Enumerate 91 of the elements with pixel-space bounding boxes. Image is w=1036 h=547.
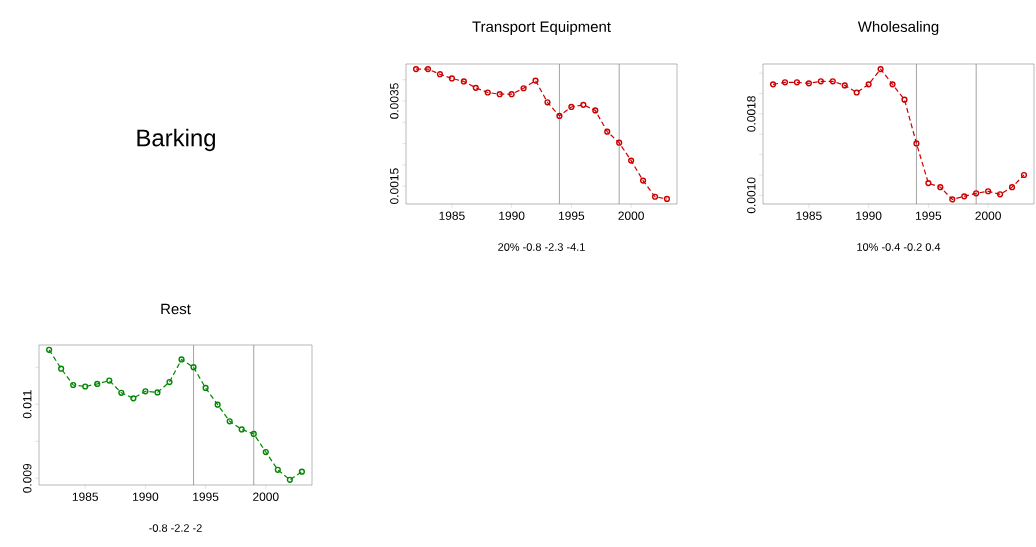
point: [424, 66, 432, 73]
point: [568, 103, 575, 111]
chart-title: Transport Equipment: [472, 21, 611, 35]
point: [448, 75, 455, 82]
point: [262, 448, 269, 456]
y-tick-label: 0.0010: [747, 177, 756, 214]
point: [877, 65, 884, 73]
point: [496, 91, 503, 98]
text: 20% -0.8 -2.3 -4.1: [498, 243, 585, 251]
point: [508, 91, 515, 98]
y-tick-label: 0.0035: [390, 83, 399, 119]
point: [250, 430, 257, 437]
point: [226, 418, 233, 425]
x-tick-label: 2000: [253, 492, 279, 501]
point: [130, 395, 137, 402]
chart-title: Wholesaling: [857, 21, 939, 35]
point: [190, 364, 197, 371]
x-tick-label: 1985: [72, 492, 99, 501]
point: [592, 107, 599, 114]
point: [544, 99, 551, 106]
point: [154, 389, 161, 396]
point: [925, 180, 932, 187]
y-tick-label: 0.011: [23, 390, 32, 419]
point: [556, 112, 563, 120]
point: [985, 188, 992, 195]
point: [118, 389, 125, 396]
x-tick-label: 2000: [975, 211, 1001, 220]
x-tick-label: 1995: [193, 492, 219, 501]
point: [286, 476, 293, 483]
x-tick-label: 1990: [499, 211, 525, 220]
point: [817, 78, 824, 85]
x-tick-label: 1985: [439, 211, 465, 220]
point: [639, 177, 647, 184]
point: [616, 139, 623, 146]
point: [82, 383, 89, 390]
point: [436, 71, 444, 78]
point: [604, 128, 611, 135]
x-tick-label: 1985: [796, 211, 822, 220]
point: [628, 157, 635, 164]
point: [651, 193, 659, 200]
point: [532, 77, 539, 84]
point: [142, 388, 149, 395]
point: [996, 191, 1004, 198]
y-tick-label: 0.009: [23, 463, 32, 493]
point: [70, 381, 77, 389]
point: [663, 195, 671, 202]
point: [46, 346, 53, 353]
point: [961, 193, 968, 200]
point: [1020, 171, 1028, 179]
x-tick-label: 1995: [558, 211, 585, 220]
point: [769, 81, 777, 88]
x-tick-label: 1995: [915, 211, 942, 220]
point: [58, 365, 65, 372]
x-tick-label: 2000: [618, 211, 644, 220]
point: [973, 190, 980, 197]
text: 10% -0.4 -0.2 0.4: [857, 243, 941, 251]
point: [298, 468, 305, 475]
x-tick-label: 1990: [133, 492, 159, 501]
point: [901, 96, 908, 103]
point: [460, 78, 467, 85]
y-tick-label: 0.0018: [747, 96, 756, 132]
point: [949, 196, 956, 203]
point: [94, 380, 101, 387]
point: [865, 81, 872, 88]
point: [841, 82, 848, 89]
point: [472, 84, 479, 91]
point: [238, 426, 245, 433]
point: [805, 80, 812, 87]
point: [166, 378, 173, 386]
point: [1008, 184, 1016, 191]
point: [853, 89, 860, 96]
point: [913, 140, 920, 147]
point: [178, 356, 185, 363]
point: [520, 85, 527, 92]
point: [793, 79, 801, 86]
point: [580, 101, 587, 108]
point: [214, 401, 221, 408]
point: [202, 384, 209, 392]
text: -0.8 -2.2 -2: [149, 524, 202, 532]
x-tick-label: 1990: [856, 211, 882, 220]
point: [781, 79, 789, 86]
y-tick-label: 0.0015: [390, 168, 399, 204]
point: [484, 89, 491, 96]
point: [412, 66, 420, 73]
point: [937, 184, 944, 191]
point: [106, 377, 113, 384]
point: [889, 81, 896, 88]
point: [274, 466, 281, 473]
chart-title: Rest: [161, 303, 191, 315]
text: Barking: [137, 128, 215, 152]
point: [829, 78, 836, 85]
